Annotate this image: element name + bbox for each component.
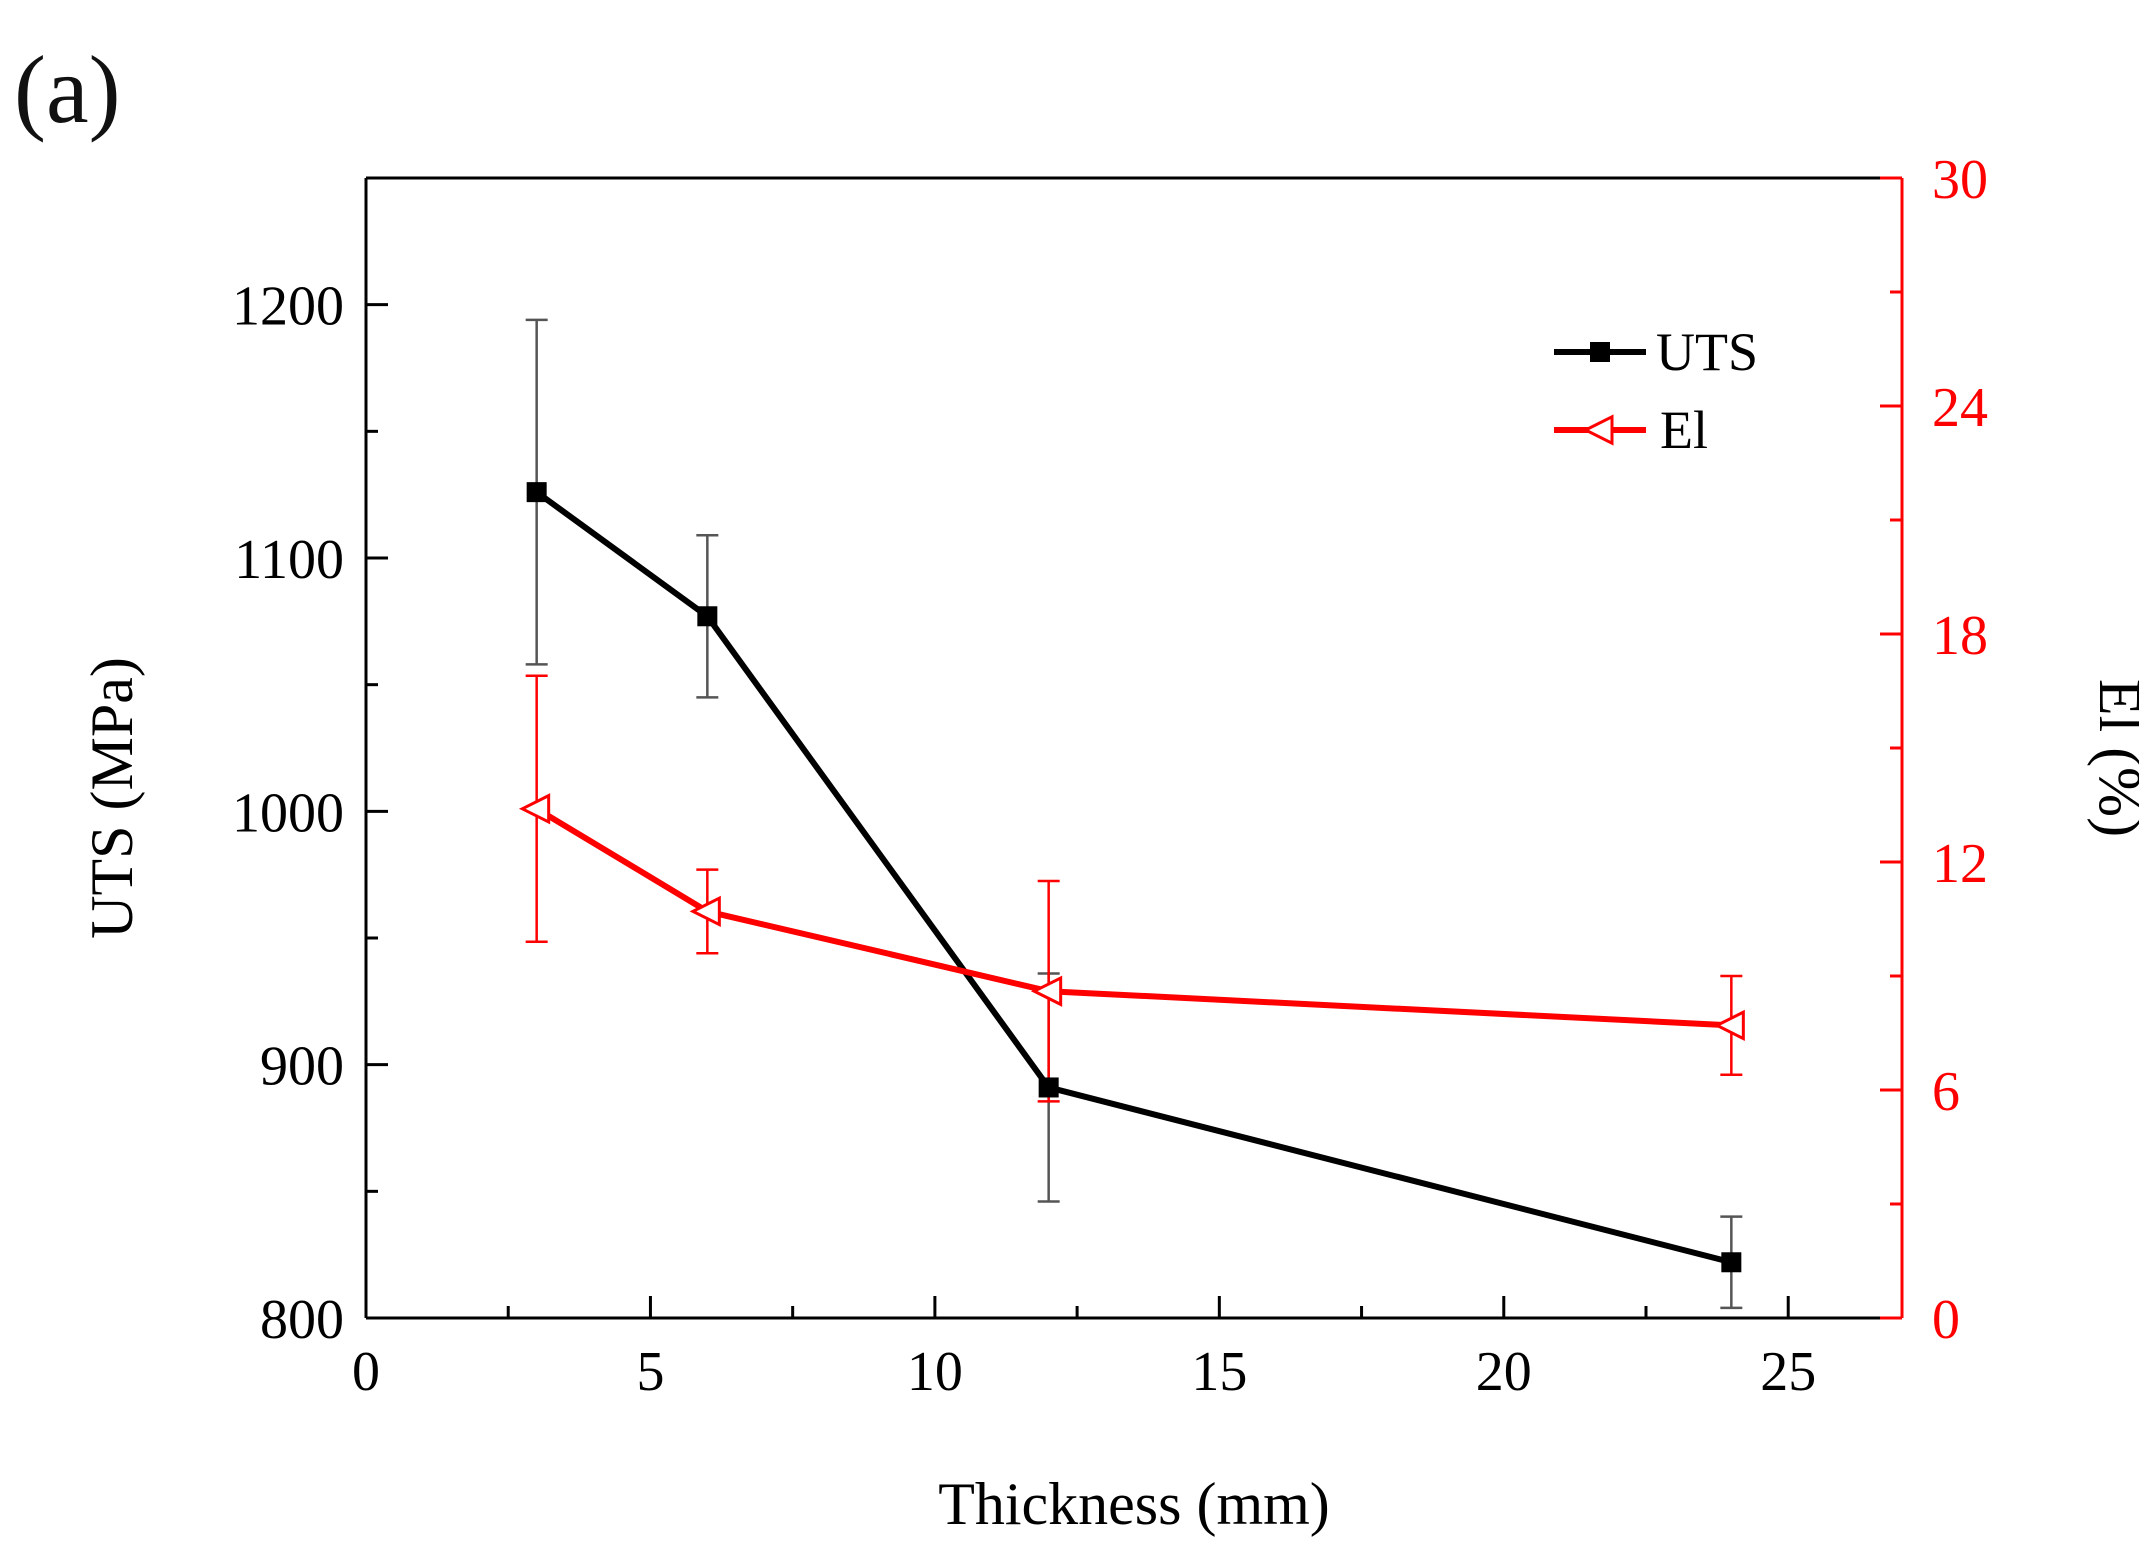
y-tick-label: 1100: [234, 529, 344, 591]
y2-tick-label: 6: [1932, 1061, 1960, 1123]
x-tick-label: 25: [1760, 1341, 1816, 1403]
y-axis-title: UTS (MPa): [79, 657, 145, 939]
x-tick-label: 0: [352, 1341, 380, 1403]
y2-tick-label: 12: [1932, 833, 1988, 895]
legend-uts-marker: [1590, 342, 1610, 362]
y-tick-label: 800: [260, 1289, 344, 1351]
uts-data-point: [526, 482, 547, 503]
el-data-point: [1713, 1009, 1745, 1042]
legend-el-marker: [1582, 414, 1614, 446]
legend-el-label: El: [1660, 400, 1708, 460]
y2-axis-title: El (%): [2087, 679, 2139, 837]
el-data-point: [518, 793, 551, 825]
y2-tick-label: 18: [1932, 605, 1988, 667]
y2-tick-label: 0: [1932, 1289, 1960, 1351]
el-series-line: [535, 806, 1732, 1029]
uts-data-point: [697, 606, 718, 627]
uts-series-line: [534, 489, 1733, 1266]
y2-tick-label: 30: [1932, 149, 1988, 211]
y-tick-label: 900: [260, 1036, 344, 1098]
el-data-point: [689, 895, 721, 928]
x-axis-title: Thickness (mm): [938, 1471, 1330, 1537]
y-tick-label: 1000: [232, 782, 344, 844]
panel-label: (a): [14, 36, 121, 143]
x-tick-label: 5: [636, 1341, 664, 1403]
uts-data-point: [1038, 1077, 1059, 1098]
y-tick-label: 1200: [232, 276, 344, 338]
x-tick-label: 15: [1191, 1341, 1247, 1403]
legend-uts-label: UTS: [1656, 322, 1758, 382]
y2-tick-label: 24: [1932, 377, 1988, 439]
x-tick-label: 20: [1476, 1341, 1532, 1403]
el-data-point: [1030, 975, 1063, 1007]
uts-data-point: [1721, 1252, 1742, 1273]
x-tick-label: 10: [907, 1341, 963, 1403]
